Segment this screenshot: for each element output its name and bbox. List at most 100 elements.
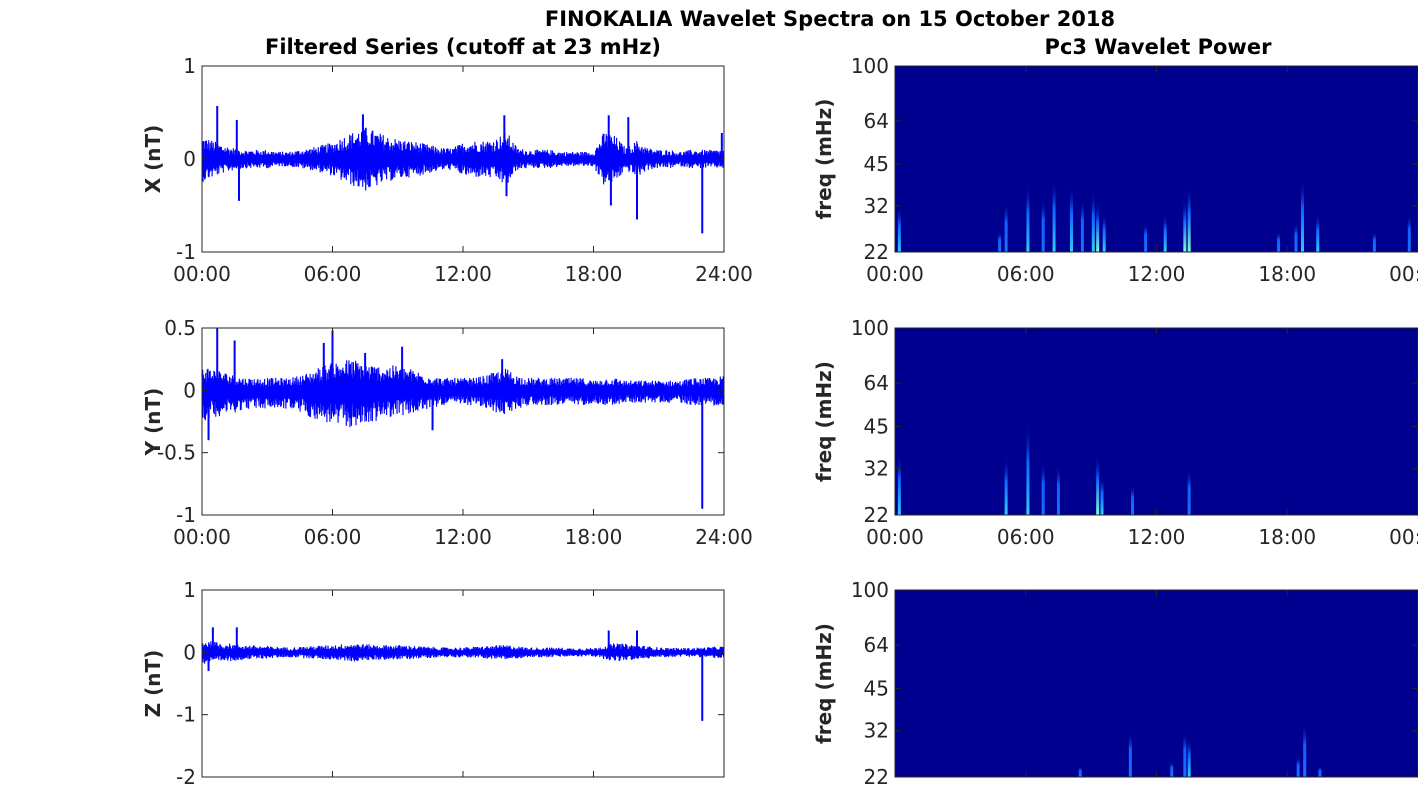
power-streak (1091, 191, 1095, 252)
x-tick-label: 06:00 (997, 262, 1055, 286)
x-tick-label: 18:00 (565, 262, 623, 286)
x-tick-label: 24:00 (695, 262, 753, 286)
y-tick-label: 100 (851, 578, 889, 602)
x-tick-label: 06:00 (304, 262, 362, 286)
power-streak (1004, 202, 1008, 252)
x-tick-label: 00:00 (173, 525, 231, 549)
y-tick-label: 100 (851, 316, 889, 340)
power-streak (1052, 178, 1056, 252)
power-streak (1183, 730, 1187, 777)
y-tick-label: 1 (183, 54, 196, 78)
signal-trace (202, 360, 724, 428)
power-streak (1316, 213, 1320, 252)
y-tick-label: -1 (176, 703, 196, 727)
power-streak (1078, 766, 1082, 777)
x-tick-label: 18:00 (565, 525, 623, 549)
spectrogram-background (895, 328, 1418, 515)
y-tick-label: 22 (864, 240, 889, 264)
power-streak (1407, 213, 1411, 252)
y-tick-label: 0 (183, 640, 196, 664)
y-tick-label: -1 (176, 240, 196, 264)
y-tick-label: 64 (864, 371, 889, 395)
power-streak (1318, 766, 1322, 777)
power-streak (1096, 202, 1100, 252)
y-tick-label: -2 (176, 765, 196, 788)
signal-trace (202, 127, 724, 191)
power-streak (1102, 213, 1106, 252)
power-streak (1041, 198, 1045, 252)
power-streak (1004, 457, 1008, 515)
y-tick-label: 0 (183, 147, 196, 171)
power-streak (1096, 454, 1100, 515)
y-tick-label: 0.5 (164, 316, 196, 340)
x-tick-label: 12:00 (1128, 262, 1186, 286)
axes-6: 22 32 45 64 100 freq (mHz) (812, 578, 1418, 788)
power-streak (1170, 761, 1174, 777)
power-streak (1277, 231, 1281, 252)
x-tick-label: 12:00 (434, 525, 492, 549)
y-tick-label: 45 (864, 677, 889, 701)
power-streak (1128, 730, 1132, 777)
power-streak (1303, 723, 1307, 777)
power-streak (1301, 178, 1305, 252)
x-tick-label: 12:00 (1128, 525, 1186, 549)
y-tick-label: 64 (864, 633, 889, 657)
plot-content (202, 627, 724, 721)
y-tick-label: 45 (864, 415, 889, 439)
x-tick-label: 18:00 (1258, 262, 1316, 286)
spectrogram-background (895, 66, 1418, 252)
y-axis-label: Y (nT) (141, 388, 165, 457)
x-tick-label: 00:00 (1389, 525, 1418, 549)
y-axis-label: X (nT) (141, 125, 165, 194)
power-streak (1026, 184, 1030, 252)
y-axis-label: freq (mHz) (812, 99, 836, 220)
power-streak (1144, 222, 1148, 252)
power-streak (1187, 468, 1191, 515)
power-streak (897, 205, 901, 252)
plot-content (895, 66, 1418, 252)
axes-5: 00:0006:0012:0018:0000:0022324564100freq… (812, 316, 1418, 549)
signal-trace (202, 641, 724, 664)
power-streak (1056, 464, 1060, 515)
y-axis-label: freq (mHz) (812, 623, 836, 744)
power-streak (897, 454, 901, 515)
plot-content (895, 590, 1418, 777)
y-tick-label: 64 (864, 109, 889, 133)
power-streak (1296, 756, 1300, 777)
power-streak (1187, 184, 1191, 252)
x-tick-label: 00:00 (173, 262, 231, 286)
x-tick-label: 12:00 (434, 262, 492, 286)
y-tick-label: 32 (864, 194, 889, 218)
y-tick-label: 32 (864, 457, 889, 481)
power-streak (1183, 198, 1187, 252)
power-streak (1080, 198, 1084, 252)
y-tick-label: 32 (864, 719, 889, 743)
y-tick-label: 22 (864, 765, 889, 788)
plot-content (895, 328, 1418, 515)
y-tick-label: 45 (864, 152, 889, 176)
power-streak (1131, 485, 1135, 515)
spectrogram-background (895, 590, 1418, 777)
x-tick-label: 00:00 (866, 525, 924, 549)
axes-3: -2 -1 0 1 Z (nT) (141, 578, 725, 788)
plot-content (202, 105, 724, 234)
axes-4: 00:0006:0012:0018:0000:0022324564100freq… (812, 54, 1418, 286)
power-streak (1026, 423, 1030, 515)
y-tick-label: -0.5 (157, 441, 196, 465)
power-streak (1163, 213, 1167, 252)
axes-box (201, 327, 725, 516)
power-streak (1294, 222, 1298, 252)
axes-1: 00:00 06:00 12:00 18:00 24:00 -1 0 1 X (nT) (141, 54, 753, 286)
figure-title: FINOKALIA Wavelet Spectra on 15 October … (545, 7, 1115, 31)
x-tick-label: 06:00 (997, 525, 1055, 549)
y-tick-label: 100 (851, 54, 889, 78)
power-streak (1187, 738, 1191, 777)
y-tick-label: 0 (183, 378, 196, 402)
y-tick-label: 22 (864, 503, 889, 527)
power-streak (1070, 184, 1074, 252)
axes-box (201, 589, 725, 778)
x-tick-label: 24:00 (695, 525, 753, 549)
power-streak (1372, 231, 1376, 252)
